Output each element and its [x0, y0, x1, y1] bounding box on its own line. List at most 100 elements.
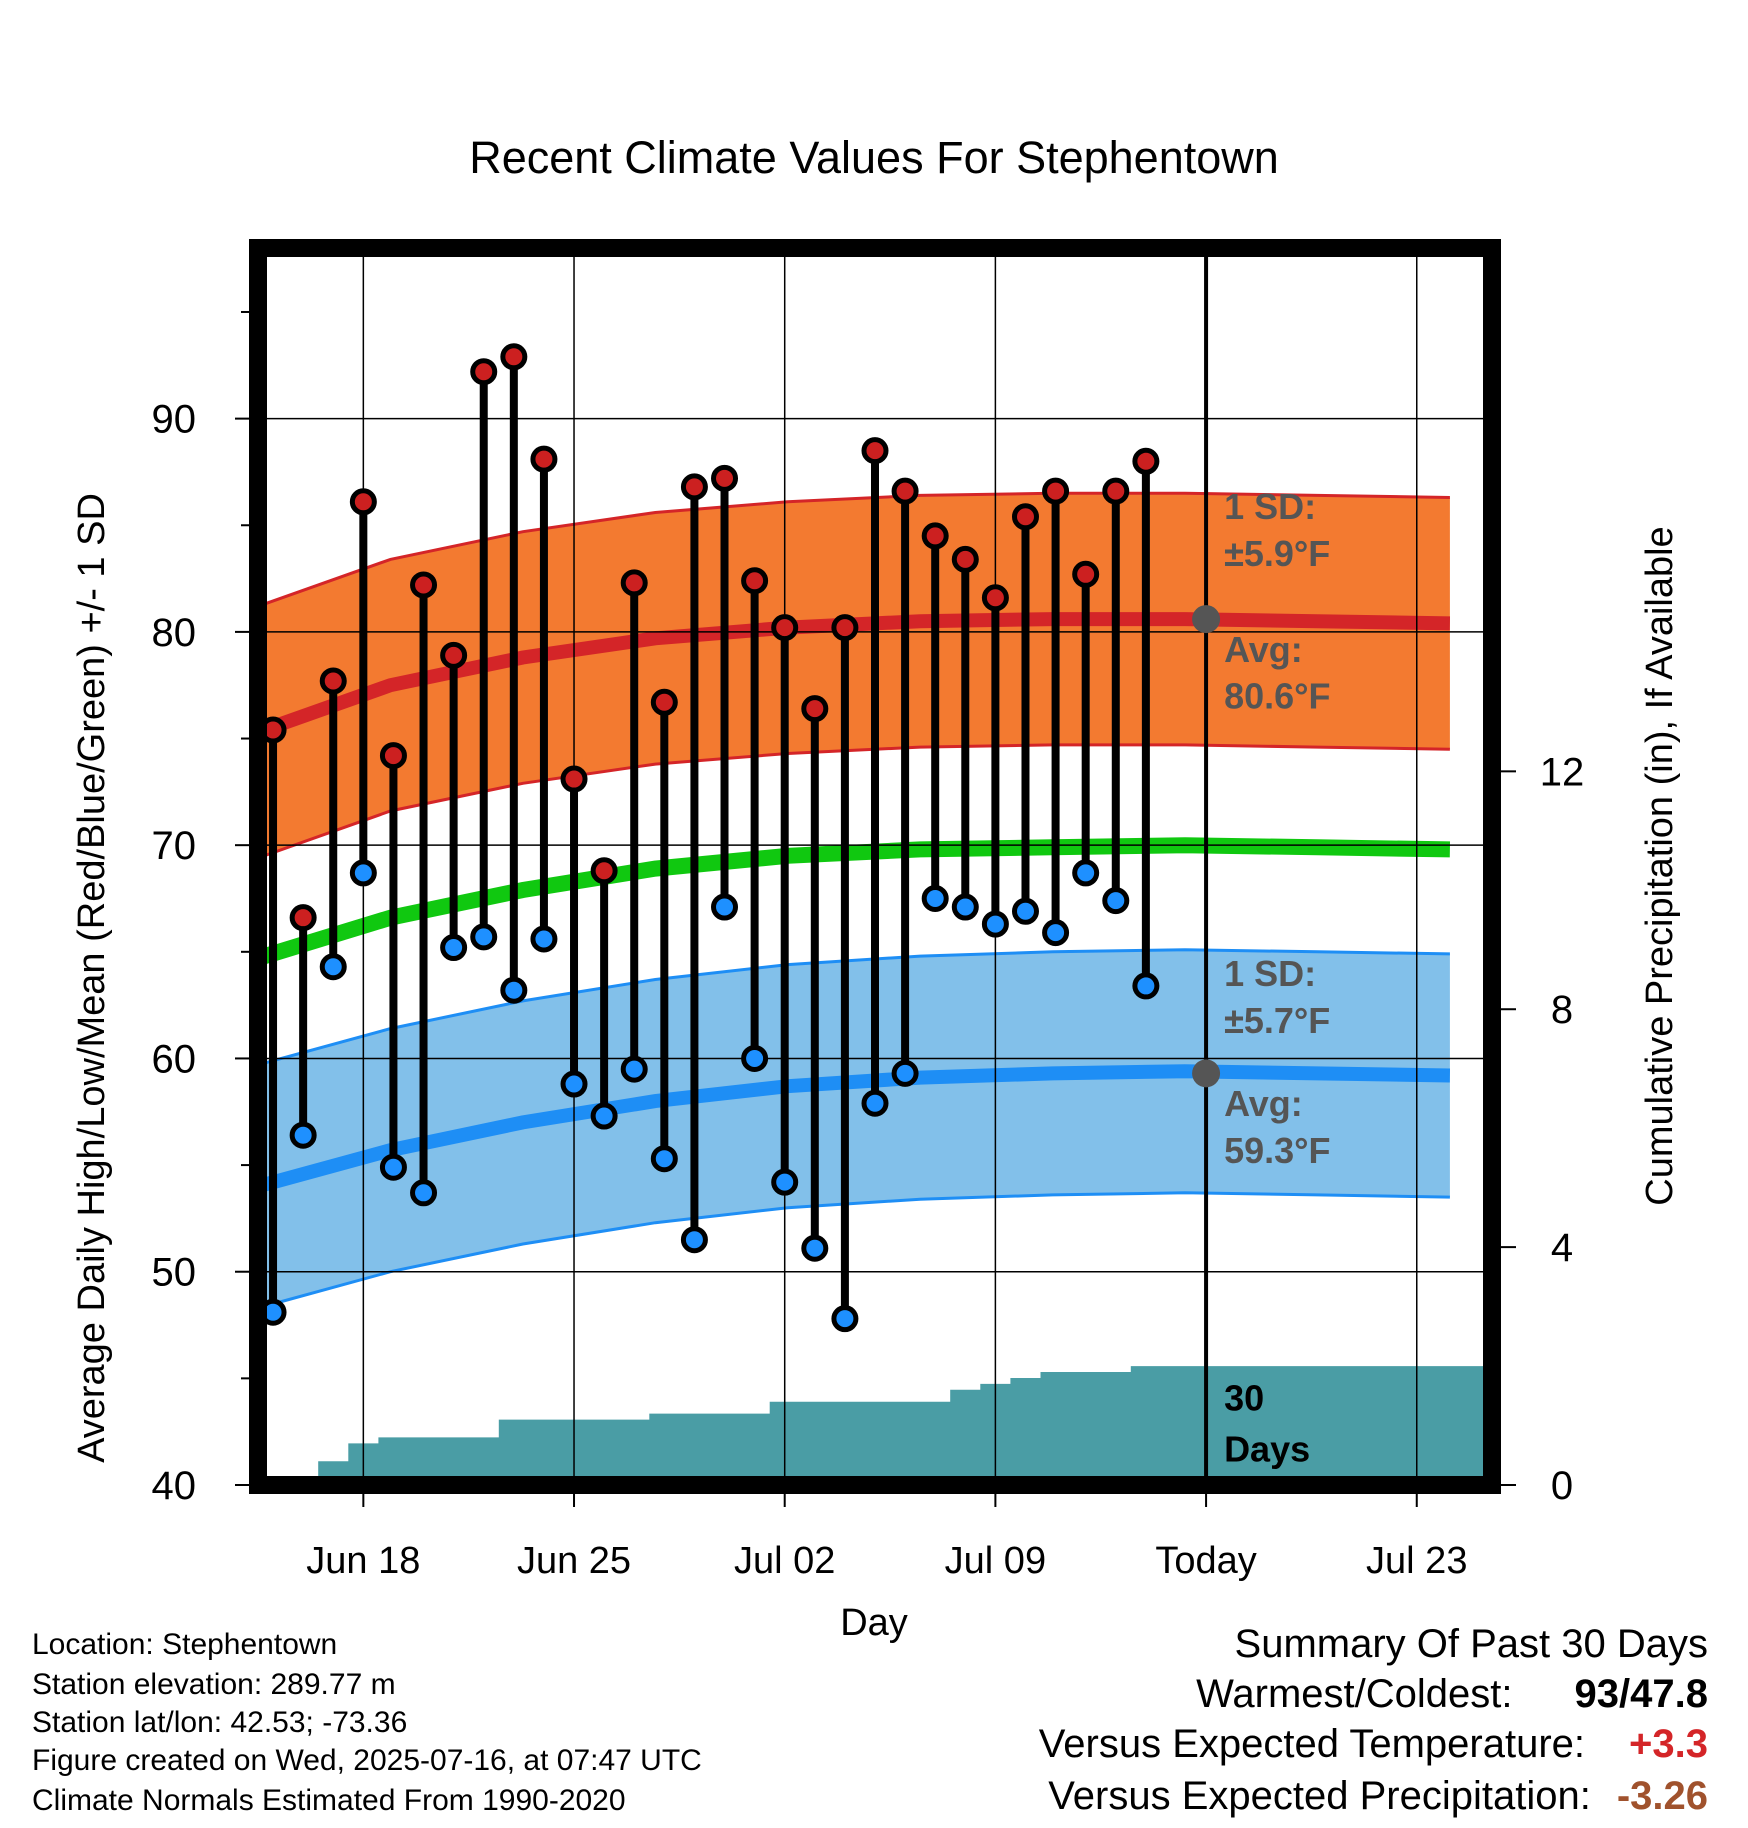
x-axis-label: Day [840, 1602, 908, 1644]
high-temp-marker [771, 614, 799, 642]
precip-area [258, 1366, 1492, 1485]
high-sd-band-upper-edge [257, 491, 1450, 608]
low-temp-marker [1011, 897, 1039, 925]
high-temp-marker [711, 464, 739, 492]
temp-anomaly-value: +3.3 [1629, 1722, 1708, 1766]
high-temp-marker [921, 522, 949, 550]
y-tick-label: 90 [152, 398, 197, 442]
high-temp-marker [680, 473, 708, 501]
high-temp-marker [801, 695, 829, 723]
low-temp-marker [711, 893, 739, 921]
today-high-normal-dot [1192, 605, 1221, 634]
low-temp-marker [590, 1102, 618, 1130]
high-temp-marker [319, 667, 347, 695]
elevation-line: Station elevation: 289.77 m [32, 1668, 396, 1701]
high-avg-label: Avg: [1224, 629, 1303, 670]
high-sd-band [258, 493, 1450, 858]
summary-heading-text: Summary Of Past 30 Days [1234, 1622, 1708, 1666]
low-temp-marker [1072, 859, 1100, 887]
y-tick-label: 50 [152, 1251, 197, 1295]
high-temp-marker [1102, 477, 1130, 505]
high-temp-marker [560, 765, 588, 793]
low-temp-marker [560, 1070, 588, 1098]
high-temp-marker [530, 445, 558, 473]
summary-heading: Summary Of Past 30 Days [1235, 1622, 1708, 1667]
x-tick-label: Jun 25 [517, 1540, 631, 1582]
low-avg-value: 59.3°F [1224, 1130, 1330, 1171]
low-avg-label: Avg: [1224, 1083, 1303, 1124]
y-tick-label: 80 [152, 611, 197, 655]
low-sd-band-lower-edge [257, 1191, 1450, 1310]
low-temp-marker [741, 1044, 769, 1072]
high-avg-value: 80.6°F [1224, 676, 1330, 717]
low-sd-band-upper-edge [257, 948, 1450, 1067]
high-temp-marker [349, 488, 377, 516]
low-temp-marker [349, 859, 377, 887]
high-temp-marker [500, 343, 528, 371]
low-temp-marker [1042, 919, 1070, 947]
y-tick-label: 60 [152, 1037, 197, 1081]
low-temp-marker [470, 923, 498, 951]
high-temp-marker [289, 904, 317, 932]
x-tick-label: Today [1155, 1540, 1256, 1582]
low-temp-marker [891, 1059, 919, 1087]
high-temp-marker [1042, 477, 1070, 505]
low-temp-marker [981, 910, 1009, 938]
low-temp-marker [951, 893, 979, 921]
low-temp-marker [861, 1089, 889, 1117]
high-temp-marker [1011, 503, 1039, 531]
chart-title: Recent Climate Values For Stephentown [469, 132, 1279, 183]
low-temp-marker [650, 1145, 678, 1173]
low-temp-marker [410, 1179, 438, 1207]
high-temp-marker [741, 567, 769, 595]
high-temp-marker [891, 477, 919, 505]
warmest-value: 93 [1574, 1672, 1620, 1716]
low-temp-marker [771, 1168, 799, 1196]
high-temp-marker [1072, 560, 1100, 588]
low-temp-marker [921, 884, 949, 912]
warmest-coldest-row: Warmest/Coldest: 93/47.8 [1196, 1672, 1708, 1717]
low-temp-marker [1132, 972, 1160, 1000]
location-line: Location: Stephentown [32, 1628, 338, 1661]
low-temp-marker [289, 1121, 317, 1149]
low-temp-marker [379, 1153, 407, 1181]
high-sd-label: 1 SD: [1224, 486, 1316, 527]
low-temp-marker [440, 934, 468, 962]
low-temp-marker [530, 925, 558, 953]
y-axis-label: Average Daily High/Low/Mean (Red/Blue/Gr… [71, 493, 113, 1463]
low-temp-marker [500, 976, 528, 1004]
low-sd-label: 1 SD: [1224, 953, 1316, 994]
value-separator: / [1619, 1672, 1631, 1716]
x-tick-label: Jul 02 [734, 1540, 835, 1582]
mean-normal-line [255, 837, 1451, 966]
high-sd-value: ±5.9°F [1224, 533, 1330, 574]
precip-anomaly-row: Versus Expected Precipitation: -3.26 [1048, 1774, 1708, 1819]
low-temp-marker [680, 1226, 708, 1254]
low-normal-line [256, 1064, 1451, 1194]
high-temp-marker [650, 688, 678, 716]
y2-tick-label: 4 [1551, 1226, 1573, 1270]
precip-anomaly-label: Versus Expected Precipitation: [1048, 1774, 1591, 1818]
y2-tick-label: 12 [1540, 750, 1585, 794]
high-temp-marker [1132, 447, 1160, 475]
temp-anomaly-label: Versus Expected Temperature: [1038, 1722, 1586, 1766]
y2-axis-label: Cumulative Precipitation (in), If Availa… [1639, 526, 1681, 1205]
high-temp-marker [440, 641, 468, 669]
low-sd-value: ±5.7°F [1224, 1000, 1330, 1041]
plot-frame [249, 239, 1501, 1494]
high-temp-marker [831, 614, 859, 642]
plot-area: 1 SD: ±5.9°F Avg: 80.6°F 1 SD: ±5.7°F Avg: 59.3… [152, 239, 1585, 1582]
low-temp-marker [1102, 887, 1130, 915]
today-low-normal-dot [1192, 1059, 1221, 1088]
x-tick-label: Jun 18 [306, 1540, 420, 1582]
days-text-label: Days [1224, 1429, 1310, 1470]
temp-anomaly-row: Versus Expected Temperature: +3.3 [1039, 1722, 1708, 1767]
y-tick-label: 40 [152, 1464, 197, 1508]
high-temp-marker [590, 857, 618, 885]
high-temp-marker [410, 571, 438, 599]
low-temp-marker [801, 1234, 829, 1262]
coldest-value: 47.8 [1630, 1672, 1708, 1716]
normals-line: Climate Normals Estimated From 1990-2020 [32, 1784, 626, 1817]
y2-tick-label: 0 [1551, 1464, 1573, 1508]
